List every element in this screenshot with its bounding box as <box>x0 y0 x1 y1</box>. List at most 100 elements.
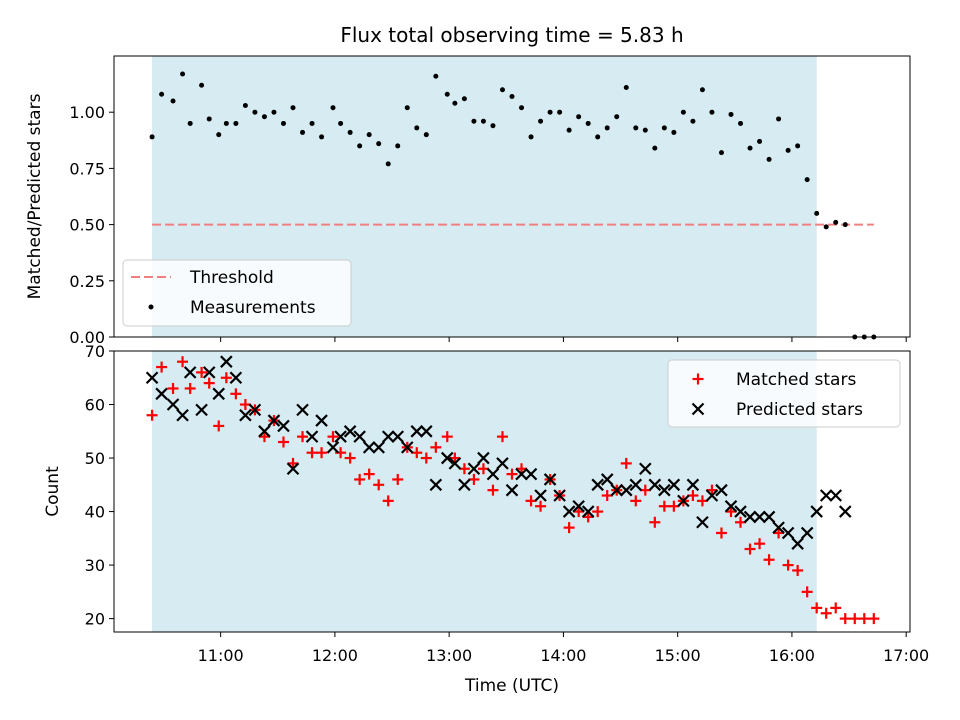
predicted-star-stroke <box>420 425 433 438</box>
matched-star-point <box>196 366 208 378</box>
predicted-star-point <box>705 489 719 502</box>
top-y-tick-label: 0.50 <box>69 216 105 235</box>
top-y-axis-label: Matched/Predicted stars <box>25 93 45 299</box>
predicted-star-stroke <box>326 441 340 454</box>
top-y-tick-label: 0.00 <box>69 328 105 347</box>
matched-star-point <box>156 361 168 373</box>
top-panel: 0.00 0.25 0.50 0.75 1.00 Flux total observin… <box>25 23 911 347</box>
measurement-point <box>814 210 820 216</box>
x-tick-label: 12:00 <box>312 646 358 665</box>
matched-star-point <box>592 506 604 518</box>
predicted-star-point <box>543 473 557 486</box>
predicted-star-stroke <box>202 366 216 379</box>
matched-star-point <box>327 431 339 443</box>
matched-star-point <box>297 431 309 443</box>
x-tick-label: 13:00 <box>426 646 472 665</box>
matched-legend-marker <box>692 373 704 385</box>
bottom-y-tick-label: 20 <box>85 610 105 629</box>
predicted-star-stroke <box>791 537 804 550</box>
bottom-legend: Matched stars Predicted stars <box>667 359 901 428</box>
matched-star-point <box>735 516 747 528</box>
matched-star-point <box>516 463 528 475</box>
predicted-star-point <box>486 467 500 481</box>
matched-star-point <box>696 495 708 507</box>
measurement-point <box>452 100 458 106</box>
measurement-point <box>357 143 363 149</box>
matched-star-point <box>239 399 251 411</box>
matched-star-point <box>230 388 242 400</box>
measurement-point <box>614 114 620 120</box>
predicted-star-point <box>505 483 519 497</box>
predicted-star-stroke <box>686 478 700 492</box>
matched-star-point <box>344 452 356 464</box>
predicted-star-point <box>381 430 395 443</box>
measurement-point <box>395 143 401 149</box>
predicted-star-point <box>515 467 528 481</box>
predicted-star-stroke <box>591 478 604 492</box>
matched-star-point <box>354 473 366 485</box>
measurement-point <box>385 161 391 167</box>
predicted-stars-layer <box>145 355 852 550</box>
measurement-point <box>623 84 629 90</box>
matched-star-point <box>535 500 547 512</box>
predicted-star-stroke <box>458 478 471 492</box>
predicted-star-point <box>696 515 709 529</box>
predicted-star-stroke <box>467 462 481 476</box>
measurement-point <box>566 127 572 133</box>
bottom-axes-frame <box>113 350 911 633</box>
predicted-star-point <box>600 473 614 486</box>
predicted-star-point <box>400 441 414 454</box>
predicted-star-stroke <box>440 451 454 465</box>
predicted-star-point <box>286 462 300 476</box>
predicted-star-point <box>819 489 833 502</box>
predicted-star-stroke <box>477 451 490 465</box>
predicted-star-point <box>715 483 728 497</box>
matched-star-point <box>487 484 499 496</box>
measurement-point <box>280 120 286 126</box>
measurement-point <box>149 134 155 140</box>
predicted-star-point <box>553 489 566 502</box>
predicted-star-stroke <box>334 430 347 443</box>
measurement-point <box>471 118 477 124</box>
predicted-star-point <box>195 403 208 417</box>
predicted-star-stroke <box>239 408 252 422</box>
measurement-point <box>338 120 344 126</box>
bottom-y-tick-label: 60 <box>85 396 105 415</box>
measurement-point <box>604 125 610 131</box>
predicted-star-point <box>477 451 490 465</box>
predicted-star-stroke <box>838 505 852 518</box>
predicted-star-stroke <box>353 430 366 443</box>
predicted-star-stroke <box>762 510 776 524</box>
matched-star-point <box>715 527 727 539</box>
matched-star-point <box>649 516 661 528</box>
matched-star-point <box>668 500 680 512</box>
measurement-point <box>261 114 267 120</box>
predicted-star-stroke <box>315 414 328 427</box>
measurement-point <box>233 120 239 126</box>
measurement-point <box>216 132 222 138</box>
measurements-legend-label: Measurements <box>190 298 316 318</box>
predicted-star-point <box>591 478 604 492</box>
predicted-star-stroke <box>391 430 405 443</box>
predicted-star-point <box>429 478 443 492</box>
measurement-point <box>330 105 336 111</box>
bottom-y-tick-label: 70 <box>85 342 105 361</box>
predicted-star-point <box>572 499 585 513</box>
matched-star-point <box>563 522 575 534</box>
predicted-star-point <box>534 489 547 502</box>
measurement-point <box>444 91 450 97</box>
matched-star-point <box>441 431 453 443</box>
predicted-star-point <box>183 366 197 379</box>
measurement-point <box>699 87 705 93</box>
matched-star-point <box>582 511 594 523</box>
predicted-star-stroke <box>166 398 180 411</box>
measurement-point <box>718 150 724 156</box>
matched-star-point <box>658 500 670 512</box>
matched-star-point <box>203 377 215 389</box>
predicted-star-stroke <box>220 355 233 368</box>
measurement-point <box>461 96 467 102</box>
predicted-star-stroke <box>553 489 566 502</box>
bottom-y-tick-label: 40 <box>85 503 105 522</box>
bottom-x-ticks: 11:00 12:00 13:00 14:00 15:00 16:00 17:00 <box>198 632 929 665</box>
matched-star-point <box>620 457 632 469</box>
